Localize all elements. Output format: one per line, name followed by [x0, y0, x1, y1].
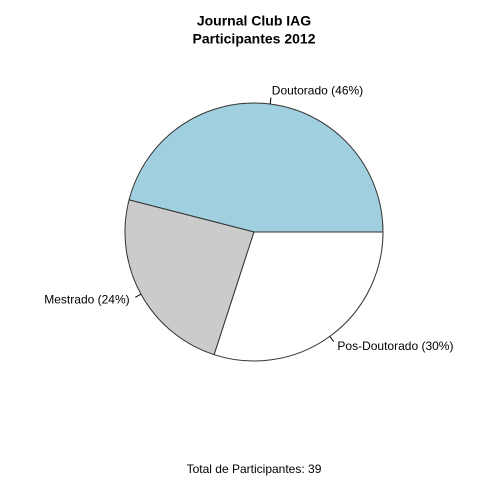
pie-slice: [213, 231, 384, 362]
slice-label: Doutorado (46%): [272, 83, 363, 97]
pie-slice: [128, 102, 384, 233]
slice-label: Mestrado (24%): [44, 293, 129, 307]
chart-title: Journal Club IAG: [197, 13, 311, 29]
label-tick: [135, 293, 142, 298]
label-tick: [329, 336, 335, 342]
pie-slice: [124, 199, 255, 356]
label-tick: [269, 97, 272, 105]
x-axis-label: Total de Participantes: 39: [187, 462, 322, 476]
chart-subtitle: Participantes 2012: [193, 31, 316, 47]
slice-label: Pos-Doutorado (30%): [337, 339, 453, 353]
